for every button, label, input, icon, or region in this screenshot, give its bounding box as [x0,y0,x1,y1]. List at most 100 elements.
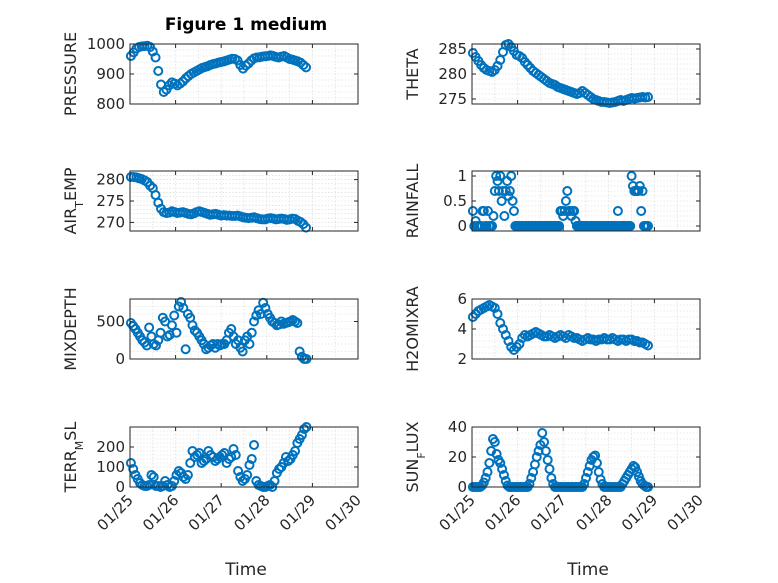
data-point [626,171,637,181]
plot-border [471,298,701,360]
data-point [157,481,168,491]
y-axis-label: THETA [403,48,422,100]
data-point [560,196,571,206]
data-point [495,458,506,468]
y-axis-label: RAINFALL [403,164,422,239]
data-point [495,171,506,181]
y-tick-label: 1000 [87,35,125,53]
data-point [493,186,504,196]
data-point [246,454,257,464]
data-point [554,221,565,231]
figure-title: Figure 1 medium [165,15,327,35]
data-point [301,222,312,233]
data-point [176,297,187,307]
data-point [482,467,493,477]
data-point [246,327,257,338]
data-point [467,206,478,216]
y-axis-label: AIRTEMP [61,167,86,234]
data-point [537,428,548,438]
data-point [496,196,507,206]
data-point [636,206,647,216]
data-point [198,456,209,466]
subplot-pressure: 800 900 1000 PRESSURE [61,32,359,116]
y-tick-label: 280 [96,171,125,189]
data-point [569,206,580,216]
y-tick-label: 500 [96,313,125,331]
data-point [524,479,535,489]
data-point [539,437,550,447]
data-series [125,297,312,364]
data-point [581,473,591,483]
data-point [187,320,198,331]
data-point [582,467,593,477]
data-point [637,186,648,196]
x-axis-label-left: Time [224,560,267,580]
data-point [244,460,255,470]
data-point [497,464,508,474]
subplot-mixdepth: 0 500 MIXDEPTH [61,287,359,371]
y-tick-label: 800 [96,95,125,113]
data-series [467,300,654,355]
data-point [260,303,271,313]
data-point [148,472,159,482]
y-tick-label: 275 [438,90,467,108]
y-axis-label: H2OMIXRA [403,286,422,372]
y-tick-label: 20 [448,448,467,466]
x-axis-label-right: Time [566,560,609,580]
y-tick-label: 270 [96,213,125,231]
data-point [500,186,511,196]
data-point [643,340,654,351]
data-point [171,327,182,338]
data-point [150,52,161,63]
y-tick-label: 0 [457,217,467,235]
data-point [625,221,636,231]
data-point [562,186,573,196]
data-point [296,430,307,440]
data-point [504,186,515,196]
data-point [643,92,654,102]
data-point [634,181,645,191]
data-point [169,310,180,321]
data-point [166,481,177,491]
data-point [166,320,177,331]
data-series [467,171,654,231]
data-point [506,171,517,181]
data-point [484,458,495,468]
y-tick-label: 275 [96,192,125,210]
data-point [526,473,537,483]
data-point [488,211,499,221]
plot-border [129,298,359,360]
data-point [491,171,502,181]
data-point [492,309,503,319]
data-point [249,316,260,327]
data-point [251,310,262,321]
data-point [230,450,241,460]
y-tick-label: 100 [96,458,125,476]
data-point [540,446,551,456]
data-point [128,464,139,474]
data-point [192,450,203,460]
data-point [492,176,503,186]
data-point [507,196,518,206]
data-point [125,458,136,468]
data-point [482,206,493,216]
data-series [467,39,654,108]
data-point [499,211,510,221]
data-series [125,172,312,233]
subplot-air-temp: 270 275 280 AIRTEMP [61,167,359,235]
y-tick-label: 285 [438,40,467,58]
data-point [146,470,157,480]
data-point [294,346,305,357]
data-point [546,473,557,483]
data-point [144,480,155,490]
y-tick-label: 0 [115,478,125,496]
data-point [542,455,553,465]
data-point [531,452,542,462]
data-point [242,470,253,480]
plot-border [129,170,359,232]
data-point [237,346,248,357]
data-point [579,479,590,489]
plot-border [471,43,701,105]
y-tick-label: 200 [96,438,125,456]
y-tick-label: 0.5 [443,192,467,210]
